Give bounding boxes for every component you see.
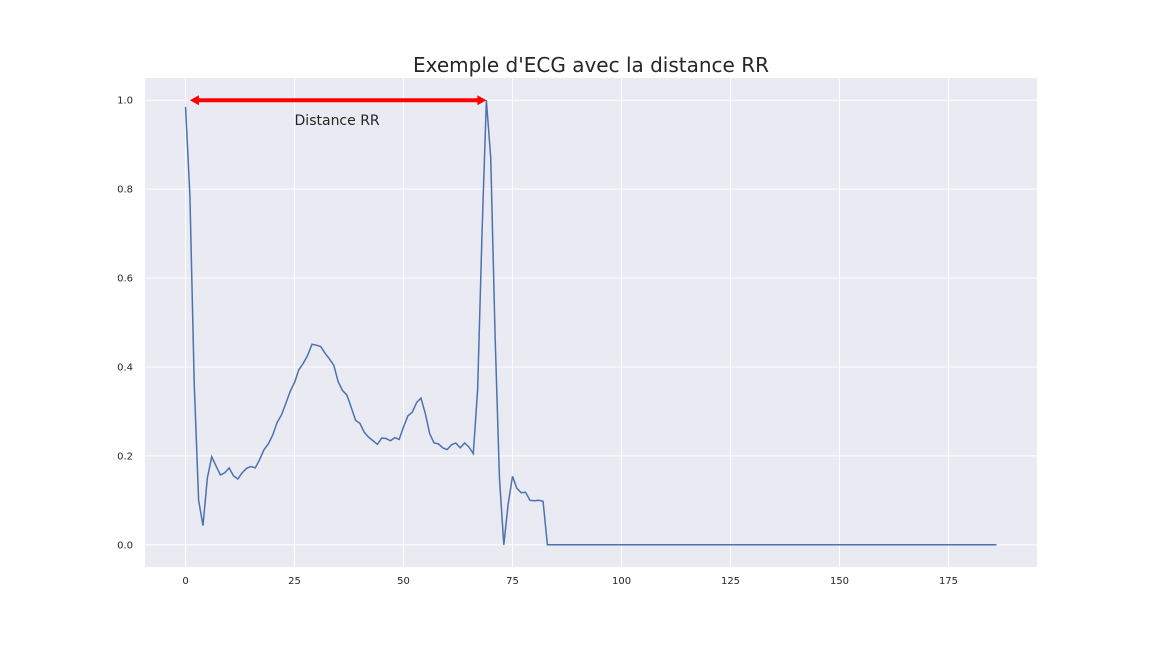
x-tick-label: 125 [721,576,740,587]
x-tick-label: 0 [182,576,188,587]
rr-arrow-head-left [189,95,199,106]
y-tick-label: 0.6 [117,274,133,285]
x-tick-label: 175 [939,576,958,587]
grid-lines [145,78,1037,567]
x-tick-label: 100 [612,576,631,587]
y-tick-label: 1.0 [117,96,133,107]
x-tick-label: 150 [830,576,849,587]
x-axis-ticks: 0 25 50 75 100 125 150 175 [182,576,958,587]
y-tick-label: 0.2 [117,451,133,462]
y-axis-ticks: 0.0 0.2 0.4 0.6 0.8 1.0 [117,96,133,552]
x-tick-label: 50 [397,576,410,587]
y-tick-label: 0.4 [117,362,133,373]
rr-arrow-head-right [477,95,487,106]
x-tick-label: 25 [288,576,301,587]
ecg-series-line [184,100,997,546]
y-tick-label: 0.0 [117,540,133,551]
y-tick-label: 0.8 [117,185,133,196]
annotations: Distance RR [189,95,487,129]
x-tick-label: 75 [506,576,519,587]
plot-area [145,78,1037,567]
rr-distance-label: Distance RR [295,113,380,129]
chart-title: Exemple d'ECG avec la distance RR [413,53,769,77]
